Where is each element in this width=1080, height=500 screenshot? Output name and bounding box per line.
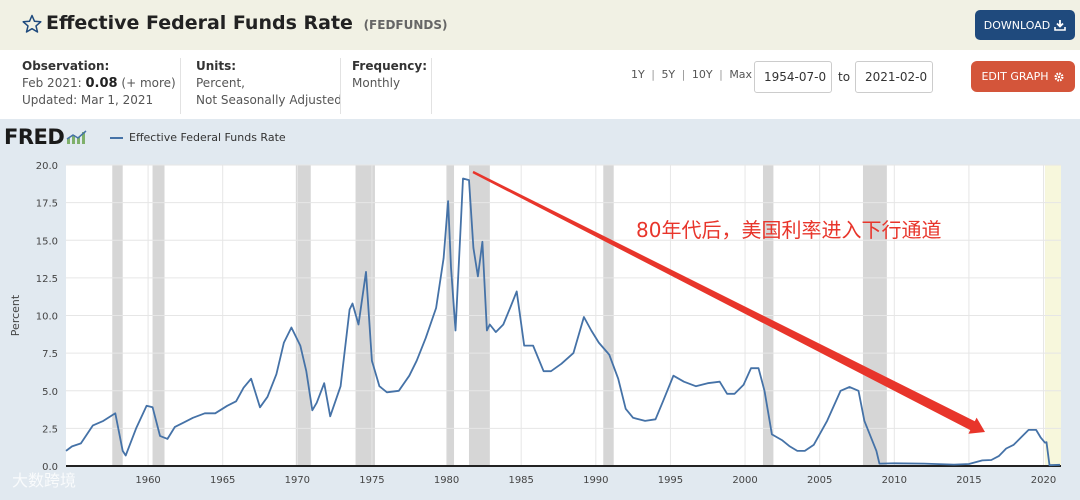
annotation-arrow bbox=[472, 170, 985, 434]
chart-panel: 0.0 2.5 5.0 7.5 10.0 12.5 15.0 17.5 20.0 1960 1965… bbox=[0, 119, 1080, 500]
x-tick-label: 1995 bbox=[658, 475, 683, 486]
range-max[interactable]: Max bbox=[729, 68, 753, 81]
x-tick-label: 1970 bbox=[285, 475, 310, 486]
x-tick-label: 2000 bbox=[732, 475, 757, 486]
annotation-text: 80年代后，美国利率进入下行通道 bbox=[636, 218, 942, 242]
observation-value: 0.08 bbox=[85, 76, 118, 91]
x-tick-label: 2005 bbox=[807, 475, 832, 486]
end-date-input[interactable]: 2021-02-0 bbox=[855, 61, 933, 93]
y-tick-label: 0.0 bbox=[42, 462, 58, 473]
range-5y[interactable]: 5Y bbox=[661, 68, 676, 81]
edit-graph-button[interactable]: EDIT GRAPH bbox=[971, 61, 1075, 92]
star-icon[interactable] bbox=[22, 14, 42, 34]
frequency-block: Frequency: Monthly bbox=[352, 58, 427, 92]
x-tick-label: 1990 bbox=[583, 475, 608, 486]
x-tick-label: 2010 bbox=[882, 475, 907, 486]
range-1y[interactable]: 1Y bbox=[631, 68, 645, 81]
x-tick-label: 1960 bbox=[135, 475, 160, 486]
fred-logo: FRED bbox=[4, 125, 88, 149]
observation-block: Observation: Feb 2021: 0.08 (+ more) Upd… bbox=[22, 58, 176, 109]
line-chart: 0.0 2.5 5.0 7.5 10.0 12.5 15.0 17.5 20.0 1960 1965… bbox=[9, 161, 1061, 486]
page-title: Effective Federal Funds Rate (FEDFUNDS) bbox=[46, 12, 447, 34]
y-tick-label: 12.5 bbox=[36, 274, 58, 285]
range-separator: | bbox=[681, 68, 686, 81]
frequency-label: Frequency: bbox=[352, 59, 428, 73]
x-tick-label: 2020 bbox=[1031, 475, 1056, 486]
x-tick-label: 2015 bbox=[956, 475, 981, 486]
gear-icon bbox=[1054, 72, 1064, 81]
frequency-value: Monthly bbox=[352, 76, 401, 90]
observation-date: Feb 2021: bbox=[22, 76, 82, 90]
download-button[interactable]: DOWNLOAD bbox=[975, 10, 1075, 40]
observation-row: Feb 2021: 0.08 (+ more) bbox=[22, 75, 176, 92]
chart-logo-icon bbox=[66, 130, 87, 144]
x-tick-label: 1975 bbox=[359, 475, 384, 486]
legend-swatch bbox=[110, 136, 123, 139]
series-line bbox=[65, 177, 1061, 467]
range-10y[interactable]: 10Y bbox=[691, 68, 713, 81]
download-label: DOWNLOAD bbox=[983, 18, 1051, 32]
legend-label: Effective Federal Funds Rate bbox=[129, 131, 286, 144]
x-tick-label: 1985 bbox=[508, 475, 533, 486]
range-separator: | bbox=[719, 68, 723, 81]
title-bar: Effective Federal Funds Rate (FEDFUNDS) … bbox=[0, 0, 1080, 50]
y-tick-label: 2.5 bbox=[42, 424, 58, 435]
y-tick-label: 7.5 bbox=[42, 349, 58, 360]
range-selector: 1Y | 5Y | 10Y | Max bbox=[631, 68, 752, 81]
y-tick-label: 17.5 bbox=[36, 199, 58, 210]
y-tick-label: 20.0 bbox=[36, 161, 58, 172]
range-separator: | bbox=[651, 68, 655, 81]
series-id: (FEDFUNDS) bbox=[363, 18, 448, 32]
observation-label: Observation: bbox=[22, 59, 110, 73]
edit-graph-label: EDIT GRAPH bbox=[981, 70, 1049, 83]
meta-divider bbox=[340, 58, 341, 114]
y-tick-label: 10.0 bbox=[36, 312, 58, 323]
y-tick-label: 5.0 bbox=[42, 387, 58, 398]
fred-logo-text: FRED bbox=[4, 125, 65, 149]
x-tick-label: 1980 bbox=[434, 475, 459, 486]
chart-legend: Effective Federal Funds Rate bbox=[110, 131, 286, 144]
y-axis-label: Percent bbox=[9, 294, 22, 336]
meta-divider bbox=[180, 58, 181, 114]
download-icon bbox=[1054, 20, 1067, 31]
series-title: Effective Federal Funds Rate bbox=[46, 12, 353, 34]
y-tick-label: 15.0 bbox=[36, 236, 58, 247]
observation-more-link[interactable]: (+ more) bbox=[121, 76, 176, 90]
units-line-2: Not Seasonally Adjusted bbox=[196, 93, 342, 107]
watermark-text: 大数跨境 bbox=[12, 471, 77, 490]
units-block: Units: Percent, Not Seasonally Adjusted bbox=[196, 58, 342, 109]
date-to-label: to bbox=[838, 70, 851, 84]
start-date-input[interactable]: 1954-07-0 bbox=[754, 61, 832, 93]
units-label: Units: bbox=[196, 59, 237, 73]
units-line-1: Percent, bbox=[196, 76, 245, 90]
x-tick-label: 1965 bbox=[210, 475, 235, 486]
updated-date: Updated: Mar 1, 2021 bbox=[22, 93, 154, 107]
meta-divider bbox=[431, 58, 432, 114]
